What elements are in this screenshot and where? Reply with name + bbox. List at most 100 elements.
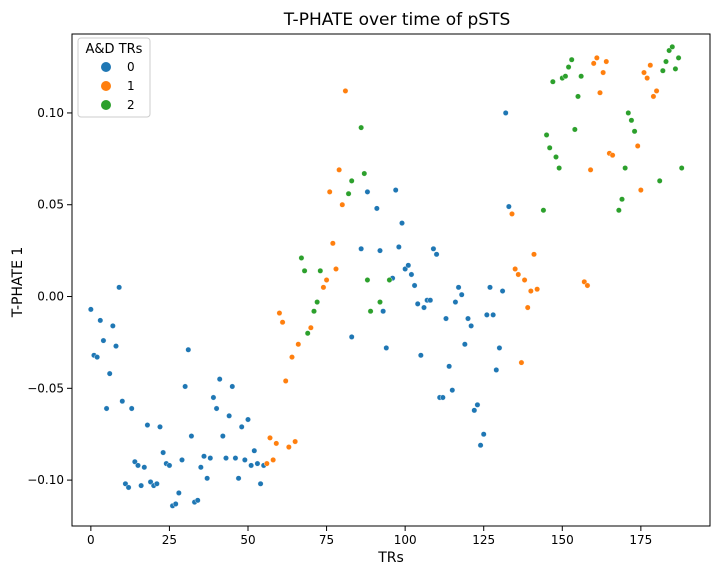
- scatter-point-series-2: [377, 299, 383, 305]
- scatter-point-series-1: [323, 277, 330, 283]
- scatter-point-series-0: [204, 475, 211, 482]
- scatter-point-series-1: [581, 278, 588, 285]
- scatter-point-series-0: [166, 462, 173, 469]
- scatter-point-series-0: [468, 322, 475, 329]
- scatter-point-series-0: [364, 188, 371, 195]
- scatter-point-series-0: [471, 407, 478, 414]
- scatter-point-series-0: [452, 299, 459, 305]
- scatter-point-series-2: [298, 255, 305, 261]
- scatter-point-series-0: [493, 367, 500, 373]
- scatter-point-series-1: [600, 69, 607, 76]
- scatter-point-series-0: [373, 205, 380, 212]
- scatter-point-series-0: [182, 383, 189, 390]
- scatter-point-series-0: [399, 220, 405, 226]
- legend-title: A&D TRs: [86, 42, 143, 57]
- scatter-point-series-0: [348, 334, 355, 340]
- x-tick-label: 50: [240, 533, 255, 547]
- scatter-point-series-1: [285, 444, 292, 450]
- scatter-point-series-2: [666, 47, 673, 54]
- scatter-point-series-1: [267, 434, 273, 441]
- scatter-point-series-1: [531, 251, 537, 258]
- legend-label-1: 1: [127, 79, 135, 93]
- scatter-point-series-1: [279, 319, 286, 326]
- scatter-point-series-1: [653, 88, 660, 94]
- scatter-point-series-0: [458, 291, 465, 298]
- scatter-point-series-1: [521, 277, 528, 283]
- scatter-point-series-0: [125, 484, 132, 491]
- scatter-point-series-2: [631, 128, 638, 135]
- scatter-point-series-2: [578, 73, 585, 80]
- scatter-point-series-0: [380, 308, 387, 315]
- scatter-point-series-2: [659, 67, 666, 74]
- scatter-point-series-2: [625, 110, 632, 116]
- scatter-point-series-1: [647, 62, 654, 69]
- scatter-point-series-2: [543, 132, 550, 138]
- scatter-point-series-0: [235, 475, 242, 482]
- scatter-point-series-2: [672, 65, 679, 72]
- scatter-point-series-0: [100, 337, 107, 344]
- scatter-point-series-1: [289, 354, 295, 361]
- x-tick-label: 0: [87, 533, 95, 547]
- scatter-point-series-0: [147, 479, 154, 485]
- scatter-point-series-0: [499, 288, 506, 294]
- scatter-point-series-0: [175, 490, 182, 496]
- scatter-point-series-1: [276, 310, 283, 316]
- scatter-point-series-0: [477, 442, 484, 449]
- scatter-point-series-0: [113, 343, 119, 349]
- scatter-point-series-2: [571, 126, 578, 133]
- scatter-point-series-0: [487, 284, 493, 291]
- scatter-point-series-2: [546, 144, 553, 151]
- scatter-point-series-0: [185, 346, 192, 353]
- scatter-point-series-1: [307, 324, 314, 331]
- scatter-point-series-2: [628, 117, 635, 124]
- scatter-point-series-1: [609, 152, 616, 159]
- scatter-point-series-1: [326, 188, 333, 195]
- scatter-point-series-1: [263, 460, 270, 467]
- scatter-point-series-2: [562, 73, 569, 80]
- scatter-point-series-0: [106, 370, 113, 377]
- scatter-point-series-2: [663, 58, 669, 65]
- scatter-point-series-0: [213, 405, 220, 412]
- scatter-point-series-0: [97, 317, 104, 324]
- scatter-point-series-0: [131, 458, 138, 465]
- scatter-point-series-0: [216, 376, 223, 383]
- scatter-point-series-0: [377, 247, 383, 254]
- scatter-point-series-0: [188, 433, 195, 439]
- scatter-point-series-2: [304, 330, 311, 337]
- scatter-point-series-1: [320, 284, 327, 291]
- scatter-point-series-0: [461, 341, 468, 348]
- x-tick-label: 25: [162, 533, 177, 547]
- x-tick-label: 100: [394, 533, 417, 547]
- scatter-point-series-0: [502, 110, 509, 116]
- scatter-point-series-0: [94, 354, 101, 361]
- x-tick-label: 150: [551, 533, 574, 547]
- scatter-point-series-2: [317, 267, 324, 274]
- scatter-point-series-0: [427, 297, 434, 304]
- scatter-point-series-1: [339, 201, 346, 208]
- scatter-point-series-1: [634, 143, 641, 149]
- scatter-point-series-1: [273, 440, 280, 447]
- scatter-point-series-2: [669, 43, 676, 50]
- scatter-point-series-1: [603, 58, 610, 65]
- scatter-point-series-0: [443, 315, 449, 322]
- scatter-point-series-1: [597, 89, 603, 96]
- x-tick-label: 175: [629, 533, 652, 547]
- scatter-point-series-0: [210, 394, 217, 401]
- scatter-point-series-0: [232, 455, 239, 461]
- scatter-point-series-0: [226, 412, 233, 419]
- scatter-point-series-2: [301, 267, 308, 274]
- scatter-point-series-1: [512, 266, 519, 272]
- scatter-point-series-0: [414, 300, 421, 307]
- scatter-point-series-1: [270, 457, 277, 463]
- scatter-point-series-2: [314, 299, 321, 305]
- scatter-point-series-0: [229, 383, 236, 390]
- scatter-point-series-0: [245, 416, 251, 423]
- scatter-point-series-0: [254, 460, 261, 467]
- scatter-point-series-1: [637, 187, 644, 193]
- scatter-point-series-2: [568, 56, 575, 63]
- scatter-point-series-1: [282, 378, 289, 384]
- scatter-point-series-0: [201, 453, 207, 460]
- scatter-point-series-0: [480, 431, 487, 438]
- scatter-point-series-2: [345, 190, 352, 197]
